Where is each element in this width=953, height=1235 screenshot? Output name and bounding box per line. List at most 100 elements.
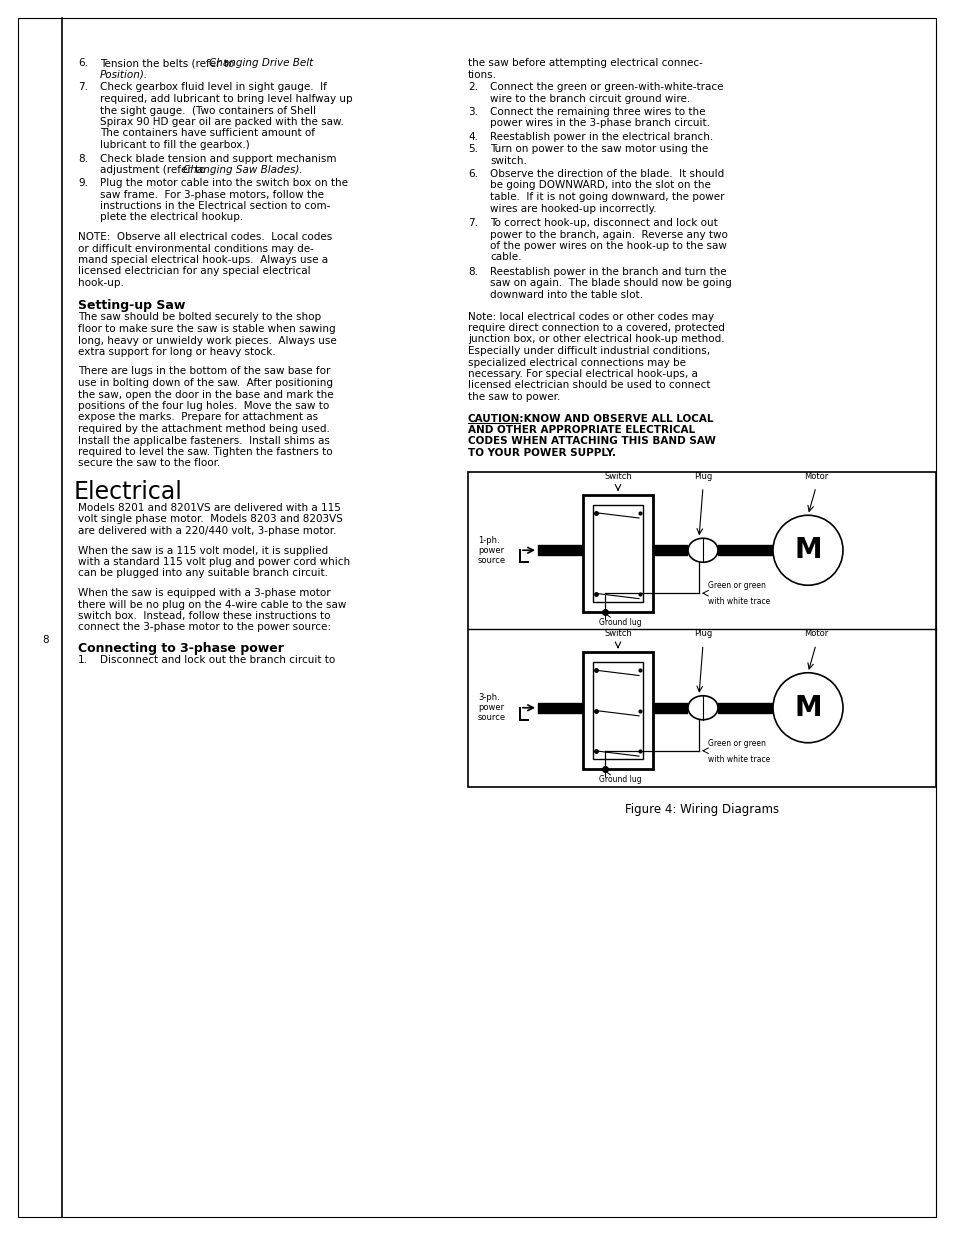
- Text: junction box, or other electrical hook-up method.: junction box, or other electrical hook-u…: [468, 335, 724, 345]
- Text: tions.: tions.: [468, 69, 497, 79]
- Text: connect the 3-phase motor to the power source:: connect the 3-phase motor to the power s…: [78, 622, 331, 632]
- Bar: [582, 495, 652, 611]
- Text: Install the applicalbe fasteners.  Install shims as: Install the applicalbe fasteners. Instal…: [78, 436, 330, 446]
- Text: 4.: 4.: [468, 131, 477, 142]
- Text: Changing Drive Belt: Changing Drive Belt: [209, 58, 313, 68]
- Text: Especially under difficult industrial conditions,: Especially under difficult industrial co…: [468, 346, 709, 356]
- Text: are delivered with a 220/440 volt, 3-phase motor.: are delivered with a 220/440 volt, 3-pha…: [78, 526, 336, 536]
- Text: with a standard 115 volt plug and power cord which: with a standard 115 volt plug and power …: [78, 557, 350, 567]
- Text: 7.: 7.: [468, 219, 477, 228]
- Ellipse shape: [687, 695, 718, 720]
- Text: require direct connection to a covered, protected: require direct connection to a covered, …: [468, 324, 724, 333]
- Text: floor to make sure the saw is stable when sawing: floor to make sure the saw is stable whe…: [78, 324, 335, 333]
- Text: Switch: Switch: [603, 472, 631, 480]
- Text: specialized electrical connections may be: specialized electrical connections may b…: [468, 357, 685, 368]
- Text: There are lugs in the bottom of the saw base for: There are lugs in the bottom of the saw …: [78, 367, 330, 377]
- Text: Check gearbox fluid level in sight gauge.  If: Check gearbox fluid level in sight gauge…: [100, 83, 327, 93]
- Text: lubricant to fill the gearbox.): lubricant to fill the gearbox.): [100, 140, 250, 149]
- Text: or difficult environmental conditions may de-: or difficult environmental conditions ma…: [78, 243, 314, 253]
- Text: the sight gauge.  (Two containers of Shell: the sight gauge. (Two containers of Shel…: [100, 105, 315, 116]
- Bar: [593, 662, 642, 760]
- Text: 5.: 5.: [468, 144, 477, 154]
- Text: CAUTION:: CAUTION:: [468, 414, 524, 424]
- Text: the saw to power.: the saw to power.: [468, 391, 559, 403]
- Text: power wires in the 3-phase branch circuit.: power wires in the 3-phase branch circui…: [490, 119, 709, 128]
- Text: 1-ph.: 1-ph.: [477, 536, 499, 545]
- Text: The containers have sufficient amount of: The containers have sufficient amount of: [100, 128, 314, 138]
- Text: wires are hooked-up incorrectly.: wires are hooked-up incorrectly.: [490, 204, 656, 214]
- Text: necessary. For special electrical hook-ups, a: necessary. For special electrical hook-u…: [468, 369, 698, 379]
- Text: Check blade tension and support mechanism: Check blade tension and support mechanis…: [100, 153, 336, 163]
- Text: expose the marks.  Prepare for attachment as: expose the marks. Prepare for attachment…: [78, 412, 317, 422]
- Text: required, add lubricant to bring level halfway up: required, add lubricant to bring level h…: [100, 94, 353, 104]
- Text: use in bolting down of the saw.  After positioning: use in bolting down of the saw. After po…: [78, 378, 333, 388]
- Text: cable.: cable.: [490, 252, 521, 263]
- Text: be going DOWNWARD, into the slot on the: be going DOWNWARD, into the slot on the: [490, 180, 710, 190]
- Text: 6.: 6.: [78, 58, 88, 68]
- Text: mand special electrical hook-ups.  Always use a: mand special electrical hook-ups. Always…: [78, 254, 328, 266]
- Bar: [593, 505, 642, 601]
- Text: 3.: 3.: [468, 107, 477, 117]
- Bar: [468, 472, 935, 787]
- Text: 8.: 8.: [468, 267, 477, 277]
- Text: Disconnect and lock out the branch circuit to: Disconnect and lock out the branch circu…: [100, 655, 335, 664]
- Text: Figure 4: Wiring Diagrams: Figure 4: Wiring Diagrams: [624, 803, 779, 815]
- Text: Connect the remaining three wires to the: Connect the remaining three wires to the: [490, 107, 705, 117]
- Text: the saw before attempting electrical connec-: the saw before attempting electrical con…: [468, 58, 702, 68]
- Text: Ground lug: Ground lug: [598, 618, 641, 626]
- Text: NOTE:  Observe all electrical codes.  Local codes: NOTE: Observe all electrical codes. Loca…: [78, 232, 332, 242]
- Text: Models 8201 and 8201VS are delivered with a 115: Models 8201 and 8201VS are delivered wit…: [78, 503, 340, 513]
- Text: Switch: Switch: [603, 630, 631, 638]
- Text: extra support for long or heavy stock.: extra support for long or heavy stock.: [78, 347, 275, 357]
- Text: 8.: 8.: [78, 153, 88, 163]
- Text: 2.: 2.: [468, 83, 477, 93]
- Text: with white trace: with white trace: [707, 598, 769, 606]
- Text: with white trace: with white trace: [707, 755, 769, 763]
- Ellipse shape: [687, 538, 718, 562]
- Text: Connect the green or green-with-white-trace: Connect the green or green-with-white-tr…: [490, 83, 722, 93]
- Text: When the saw is a 115 volt model, it is supplied: When the saw is a 115 volt model, it is …: [78, 546, 328, 556]
- Text: Turn on power to the saw motor using the: Turn on power to the saw motor using the: [490, 144, 707, 154]
- Text: M: M: [793, 536, 821, 564]
- Text: secure the saw to the floor.: secure the saw to the floor.: [78, 458, 220, 468]
- Text: Green or green: Green or green: [707, 739, 765, 747]
- Text: Ground lug: Ground lug: [598, 776, 641, 784]
- Text: KNOW AND OBSERVE ALL LOCAL: KNOW AND OBSERVE ALL LOCAL: [519, 414, 713, 424]
- Text: adjustment (refer to: adjustment (refer to: [100, 165, 209, 175]
- Text: table.  If it is not going downward, the power: table. If it is not going downward, the …: [490, 191, 723, 203]
- Text: required to level the saw. Tighten the fastners to: required to level the saw. Tighten the f…: [78, 447, 333, 457]
- Text: licensed electrician for any special electrical: licensed electrician for any special ele…: [78, 267, 311, 277]
- Text: The saw should be bolted securely to the shop: The saw should be bolted securely to the…: [78, 312, 321, 322]
- Text: Connecting to 3-phase power: Connecting to 3-phase power: [78, 642, 284, 655]
- Text: the saw, open the door in the base and mark the: the saw, open the door in the base and m…: [78, 389, 334, 399]
- Text: M: M: [793, 694, 821, 721]
- Text: Motor: Motor: [803, 630, 827, 638]
- Text: Reestablish power in the branch and turn the: Reestablish power in the branch and turn…: [490, 267, 726, 277]
- Text: To correct hook-up, disconnect and lock out: To correct hook-up, disconnect and lock …: [490, 219, 717, 228]
- Text: hook-up.: hook-up.: [78, 278, 124, 288]
- Text: Green or green: Green or green: [707, 582, 765, 590]
- Text: saw frame.  For 3-phase motors, follow the: saw frame. For 3-phase motors, follow th…: [100, 189, 324, 200]
- Text: Plug: Plug: [693, 472, 711, 480]
- Text: Plug: Plug: [693, 630, 711, 638]
- Text: Position).: Position).: [100, 69, 148, 79]
- Text: Reestablish power in the electrical branch.: Reestablish power in the electrical bran…: [490, 131, 713, 142]
- Text: 3-ph.: 3-ph.: [477, 693, 499, 703]
- Text: Electrical: Electrical: [74, 480, 183, 504]
- Text: source: source: [477, 714, 506, 722]
- Text: Observe the direction of the blade.  It should: Observe the direction of the blade. It s…: [490, 169, 723, 179]
- Text: of the power wires on the hook-up to the saw: of the power wires on the hook-up to the…: [490, 241, 726, 251]
- Text: Setting-up Saw: Setting-up Saw: [78, 300, 185, 312]
- Text: AND OTHER APPROPRIATE ELECTRICAL: AND OTHER APPROPRIATE ELECTRICAL: [468, 425, 695, 435]
- Text: source: source: [477, 556, 506, 564]
- Text: power: power: [477, 546, 503, 555]
- Text: instructions in the Electrical section to com-: instructions in the Electrical section t…: [100, 201, 330, 211]
- Text: Changing Saw Blades).: Changing Saw Blades).: [183, 165, 302, 175]
- Text: switch.: switch.: [490, 156, 526, 165]
- Text: 8: 8: [42, 635, 49, 645]
- Circle shape: [772, 515, 842, 585]
- Text: Motor: Motor: [803, 472, 827, 480]
- Text: long, heavy or unwieldy work pieces.  Always use: long, heavy or unwieldy work pieces. Alw…: [78, 336, 336, 346]
- Text: 7.: 7.: [78, 83, 88, 93]
- Text: plete the electrical hookup.: plete the electrical hookup.: [100, 212, 243, 222]
